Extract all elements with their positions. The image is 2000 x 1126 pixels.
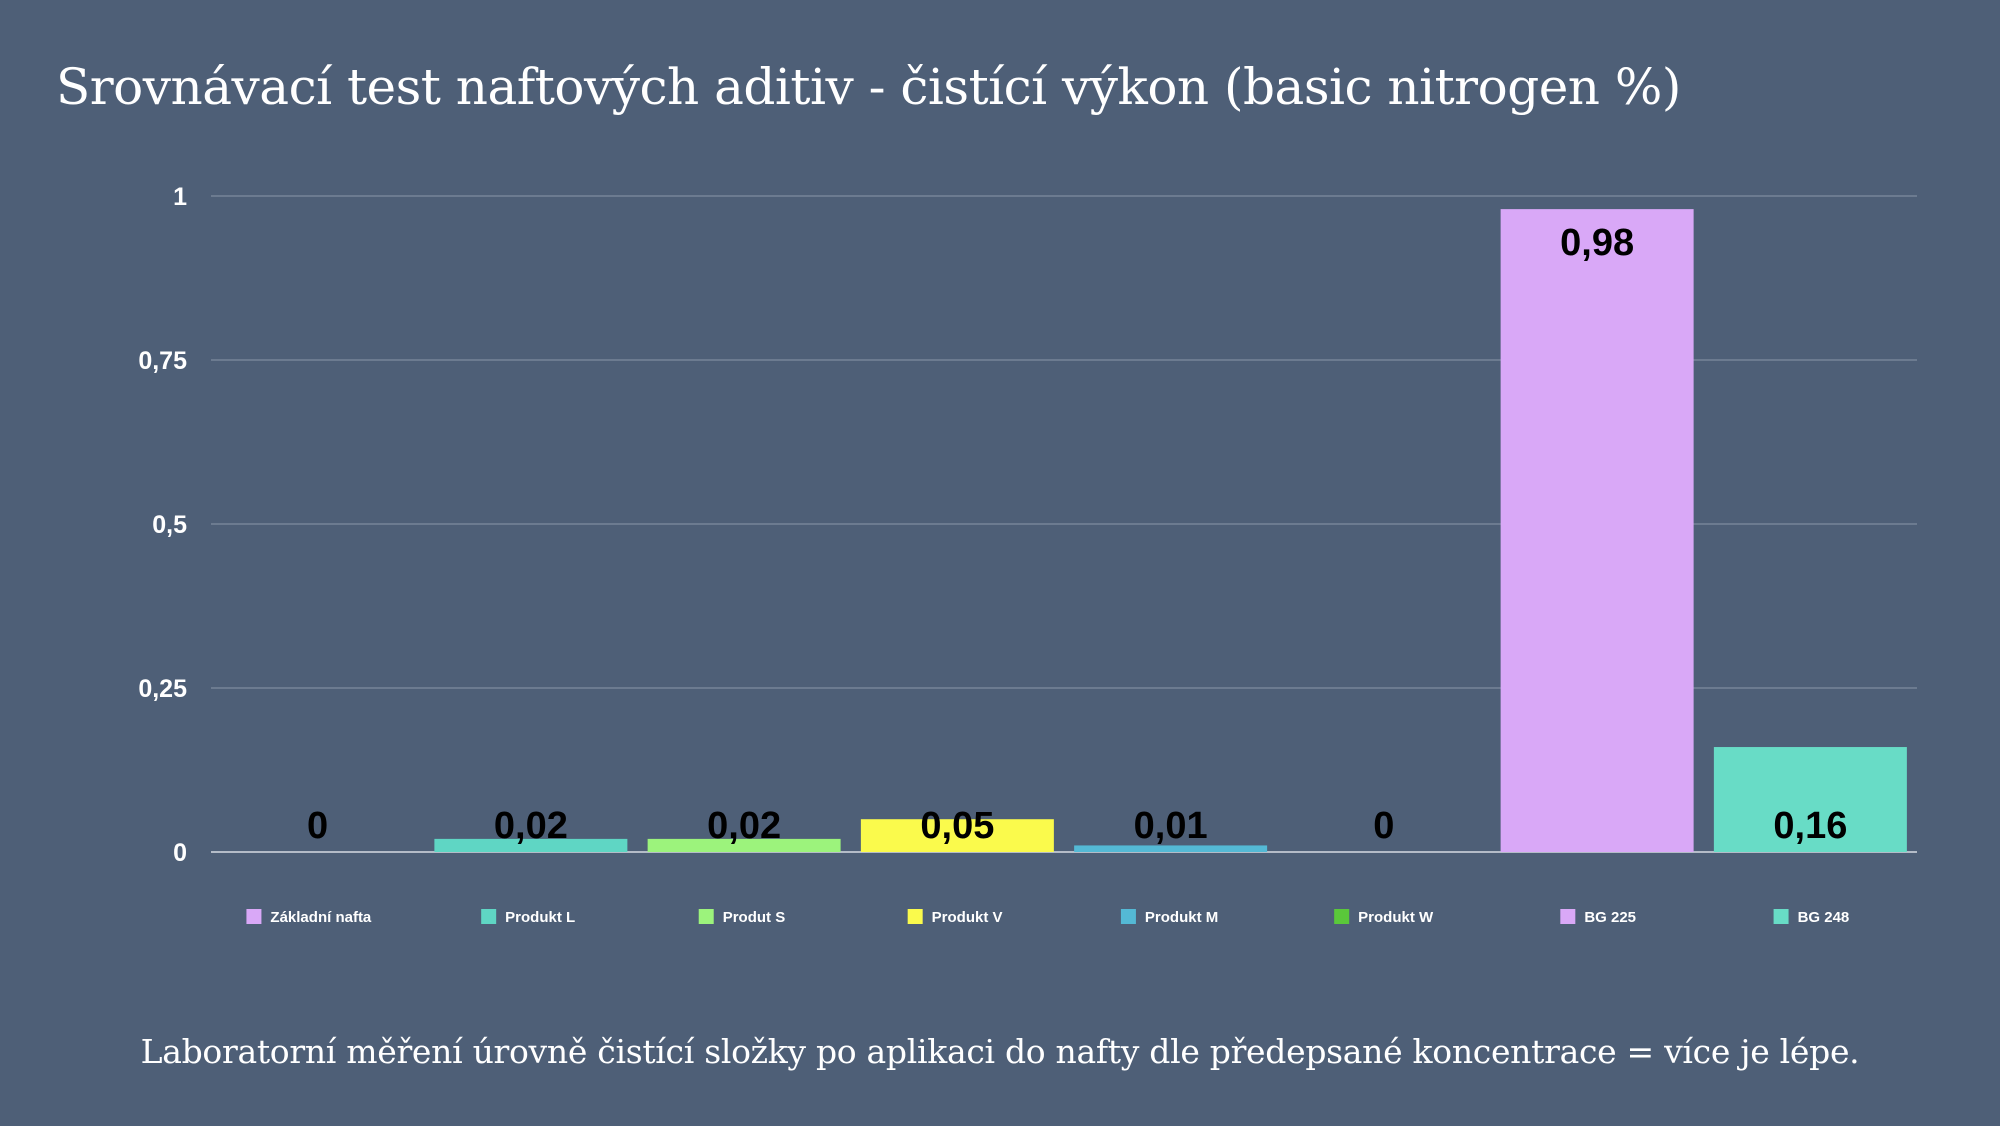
data-label: 0,02 bbox=[707, 805, 781, 847]
legend-label: Produkt W bbox=[1358, 909, 1434, 926]
data-label: 0,01 bbox=[1134, 805, 1208, 847]
legend-swatch bbox=[1334, 909, 1350, 924]
gridlines: 0 0,25 0,5 0,75 1 bbox=[138, 183, 1917, 867]
chart-footnote: Laboratorní měření úrovně čistící složky… bbox=[140, 1032, 1860, 1071]
data-label: 0 bbox=[307, 805, 328, 847]
y-tick-label: 1 bbox=[173, 183, 187, 211]
legend-swatch bbox=[1120, 909, 1136, 924]
bar bbox=[860, 819, 1054, 852]
y-tick-label: 0,25 bbox=[138, 675, 187, 703]
legend-swatch bbox=[481, 909, 497, 924]
legend-swatch bbox=[698, 909, 714, 924]
legend-label: BG 225 bbox=[1584, 909, 1636, 926]
data-label: 0,02 bbox=[494, 805, 568, 847]
legend-label: BG 248 bbox=[1798, 909, 1850, 926]
legend-label: Produkt V bbox=[932, 909, 1003, 926]
data-label: 0,98 bbox=[1560, 222, 1634, 264]
legend-label: Produt S bbox=[723, 909, 786, 926]
legend-swatch bbox=[1773, 909, 1789, 924]
legend-swatch bbox=[246, 909, 262, 924]
y-tick-label: 0,75 bbox=[138, 347, 187, 375]
bar bbox=[1713, 747, 1907, 852]
bars bbox=[434, 209, 1907, 852]
data-label: 0,05 bbox=[920, 805, 994, 847]
bar bbox=[1500, 209, 1694, 852]
legend-label: Produkt L bbox=[505, 909, 575, 926]
data-label: 0,16 bbox=[1773, 805, 1847, 847]
bar bbox=[647, 838, 841, 852]
legend: Základní nafta Produkt L Produt S Produkt V… bbox=[246, 909, 1849, 926]
legend-label: Produkt M bbox=[1145, 909, 1218, 926]
chart-title: Srovnávací test naftových aditiv - čistí… bbox=[56, 58, 1681, 116]
legend-swatch bbox=[1560, 909, 1576, 924]
bar bbox=[434, 838, 628, 852]
legend-swatch bbox=[907, 909, 923, 924]
y-tick-label: 0 bbox=[173, 839, 187, 867]
y-tick-label: 0,5 bbox=[152, 511, 187, 539]
bar bbox=[1074, 845, 1268, 852]
data-labels: 0 0,02 0,02 0,05 0,01 0 0,98 0,16 bbox=[307, 222, 1847, 847]
data-label: 0 bbox=[1373, 805, 1394, 847]
legend-label: Základní nafta bbox=[270, 909, 372, 926]
